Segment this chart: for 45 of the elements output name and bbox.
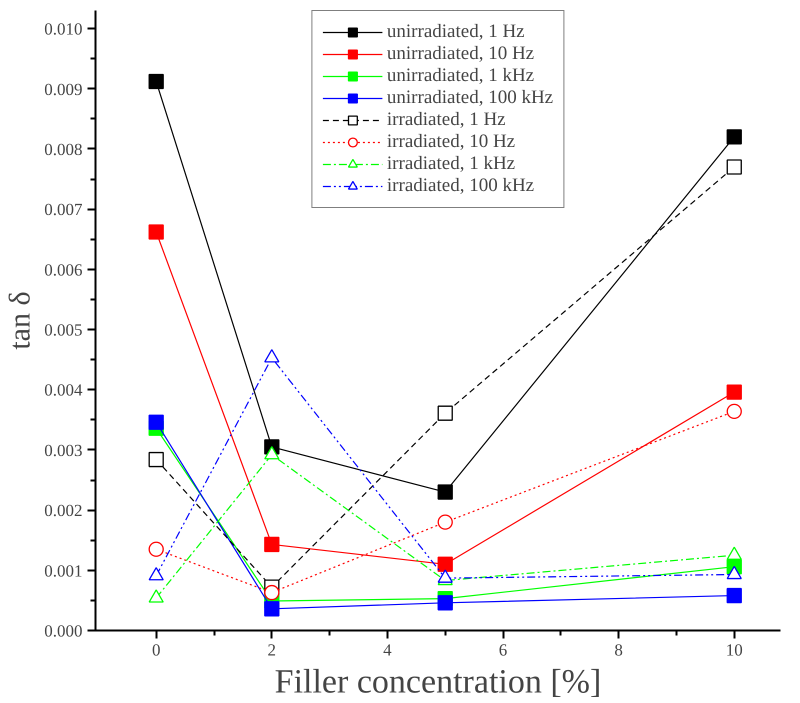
- y-tick-label: 0.007: [44, 200, 83, 220]
- legend-label: unirradiated, 10 Hz: [386, 43, 534, 65]
- point: [726, 384, 742, 400]
- y-tick-label: 0.000: [44, 622, 82, 640]
- point: [438, 595, 453, 610]
- y-tick-label: 0.004: [44, 380, 83, 400]
- point: [264, 536, 280, 552]
- x-tick-label: 6: [498, 640, 508, 660]
- y-tick-label: 0.005: [44, 320, 82, 340]
- y-tick-label: 0.003: [44, 440, 82, 460]
- point: [726, 159, 742, 175]
- legend-label: unirradiated, 1 Hz: [386, 21, 525, 43]
- point: [148, 542, 164, 557]
- point: [438, 484, 453, 500]
- y-tick-label: 0.008: [44, 140, 82, 159]
- legend-label: unirradiated, 100 kHz: [386, 87, 554, 109]
- point: [264, 584, 280, 600]
- y-tick-label: 0.006: [44, 260, 82, 280]
- x-tick-label: 4: [383, 640, 392, 660]
- legend-label: irradiated, 10 Hz: [386, 131, 516, 153]
- y-tick-label: 0.010: [44, 20, 82, 39]
- x-tick-label: 0: [152, 640, 160, 660]
- point: [438, 556, 453, 572]
- point: [148, 74, 164, 90]
- point: [264, 601, 280, 616]
- point: [148, 414, 164, 430]
- point: [438, 514, 453, 530]
- legend-label: irradiated, 100 kHz: [386, 175, 534, 197]
- x-tick-label: 10: [726, 640, 743, 660]
- x-tick-label: 2: [268, 640, 276, 660]
- legend-label: unirradiated, 1 kHz: [386, 65, 534, 87]
- point: [148, 224, 164, 240]
- point: [438, 406, 453, 421]
- point: [726, 129, 742, 145]
- point: [726, 588, 742, 604]
- y-tick-label: 0.002: [44, 501, 82, 520]
- x-tick-label: 8: [614, 640, 623, 660]
- y-tick-label: 0.001: [44, 561, 82, 580]
- point: [148, 452, 164, 468]
- x-axis-title: Filler concentration [%]: [274, 664, 602, 700]
- y-tick-label: 0.009: [44, 80, 82, 99]
- legend-label: irradiated, 1 kHz: [386, 153, 516, 175]
- legend-label: irradiated, 1 Hz: [386, 109, 506, 131]
- point: [726, 404, 742, 420]
- y-axis-title: tan δ: [3, 291, 36, 350]
